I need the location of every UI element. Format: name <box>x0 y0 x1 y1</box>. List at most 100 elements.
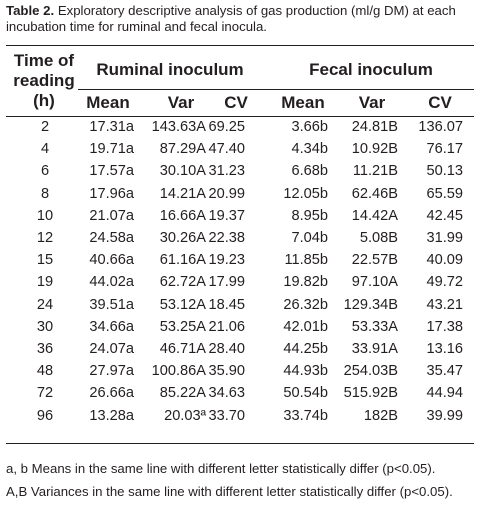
value-cell: 21.06 <box>208 318 245 335</box>
value-cell: 44.25b <box>283 341 328 357</box>
value-cell: 17.99 <box>208 274 245 291</box>
value-cell: 19.82b <box>283 274 328 291</box>
caption-text: Exploratory descriptive analysis of gas … <box>6 3 456 34</box>
value-cell: 19.37 <box>208 207 245 224</box>
time-cell: 6 <box>40 163 50 180</box>
value-cell: 254.03B <box>343 363 398 380</box>
value-cell: 35.90 <box>208 363 245 380</box>
value-cell: 33.70 <box>208 407 245 424</box>
value-cell: 19.23 <box>208 252 245 269</box>
footnote: a, b Means in the same line with differe… <box>6 461 436 476</box>
value-cell: 87.29A <box>159 141 206 158</box>
top-rule <box>6 45 474 46</box>
value-cell: 22.57B <box>351 252 398 269</box>
value-cell: 10.92B <box>351 141 398 158</box>
value-cell: 22.38 <box>208 230 245 246</box>
value-cell: 34.66a <box>89 318 134 335</box>
value-cell: 17.57a <box>89 163 134 180</box>
bottom-rule <box>6 443 474 444</box>
value-cell: 13.16 <box>426 341 463 357</box>
group-header: Fecal inoculum <box>309 60 433 79</box>
value-cell: 26.32b <box>283 296 328 313</box>
value-cell: 46.71A <box>159 341 206 357</box>
value-cell: 43.21 <box>426 296 463 313</box>
value-cell: 19.71a <box>89 141 134 158</box>
value-cell: 4.34b <box>291 141 328 158</box>
value-cell: 27.97a <box>89 363 134 380</box>
time-cell: 8 <box>40 185 50 202</box>
caption-label: Table 2. <box>6 3 55 18</box>
value-cell: 21.07a <box>89 207 134 224</box>
value-cell: 24.81B <box>351 119 398 135</box>
value-cell: 62.46B <box>351 185 398 202</box>
value-cell: 31.99 <box>426 230 463 246</box>
value-cell: 14.21A <box>159 185 206 202</box>
value-cell: 129.34B <box>343 296 398 313</box>
value-cell: 14.42A <box>351 207 398 224</box>
value-cell: 12.05b <box>283 185 328 202</box>
value-cell: 100.86A <box>151 363 206 380</box>
value-cell: 5.08B <box>359 230 398 246</box>
footnote: A,B Variances in the same line with diff… <box>6 484 453 499</box>
value-cell: 33.74b <box>283 407 328 424</box>
time-cell: 15 <box>36 252 54 269</box>
column-header: Mean <box>281 93 325 112</box>
value-cell: 40.66a <box>89 252 134 269</box>
value-cell: 50.54b <box>283 385 328 402</box>
value-cell: 136.07 <box>418 119 463 135</box>
value-cell: 515.92B <box>343 385 398 402</box>
value-cell: 20.99 <box>208 185 245 202</box>
value-cell: 11.21B <box>352 163 398 180</box>
value-cell: 143.63A <box>151 119 206 135</box>
value-cell: 47.40 <box>208 141 245 158</box>
value-cell: 16.66A <box>159 207 206 224</box>
value-cell: 24.07a <box>89 341 134 357</box>
value-cell: 18.45 <box>208 296 245 313</box>
header-rule <box>6 116 474 117</box>
value-cell: 30.10A <box>159 163 206 180</box>
time-cell: 10 <box>36 207 54 224</box>
value-cell: 3.66b <box>291 119 328 135</box>
value-cell: 62.72A <box>159 274 206 291</box>
column-header: CV <box>428 93 452 112</box>
value-cell: 30.26A <box>159 230 206 246</box>
value-cell: 44.02a <box>89 274 134 291</box>
value-cell: 49.72 <box>426 274 463 291</box>
column-header: CV <box>224 93 248 112</box>
column-header: Var <box>358 93 386 112</box>
time-cell: 48 <box>36 363 54 380</box>
value-cell: 28.40 <box>208 341 245 357</box>
time-cell: 19 <box>36 274 54 291</box>
value-cell: 53.12A <box>159 296 206 313</box>
value-cell: 11.85b <box>284 252 328 269</box>
group-rule <box>78 89 474 90</box>
value-cell: 40.09 <box>426 252 463 269</box>
row-header: Time of <box>13 51 75 70</box>
value-cell: 53.33A <box>351 318 398 335</box>
value-cell: 85.22A <box>159 385 206 402</box>
value-cell: 13.28a <box>89 407 134 424</box>
column-header: Mean <box>86 93 130 112</box>
value-cell: 34.63 <box>208 385 245 402</box>
value-cell: 42.01b <box>283 318 328 335</box>
value-cell: 42.45 <box>426 207 463 224</box>
value-cell: 31.23 <box>208 163 245 180</box>
value-cell: 33.91A <box>351 341 398 357</box>
column-header: Var <box>167 93 195 112</box>
value-cell: 35.47 <box>426 363 463 380</box>
time-cell: 12 <box>36 230 54 246</box>
value-cell: 61.16A <box>159 252 206 269</box>
row-header: (h) <box>33 91 55 110</box>
value-cell: 44.94 <box>426 385 463 402</box>
value-cell: 182B <box>363 407 398 424</box>
value-cell: 50.13 <box>426 163 463 180</box>
value-cell: 39.51a <box>89 296 134 313</box>
value-cell: 17.38 <box>426 318 463 335</box>
time-cell: 96 <box>36 407 54 424</box>
value-cell: 17.31a <box>89 119 134 135</box>
time-cell: 2 <box>40 119 50 135</box>
time-cell: 72 <box>36 385 54 402</box>
value-cell: 65.59 <box>426 185 463 202</box>
time-cell: 36 <box>36 341 54 357</box>
